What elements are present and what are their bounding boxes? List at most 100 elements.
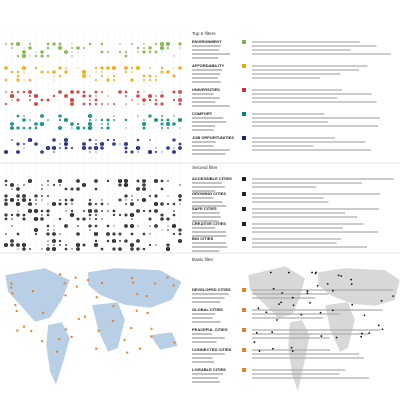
section-title: Second filter bbox=[192, 165, 218, 170]
city-dot bbox=[280, 301, 282, 304]
label-line bbox=[192, 117, 224, 119]
city-marker bbox=[10, 282, 13, 285]
city-dot bbox=[292, 304, 295, 307]
label-line bbox=[192, 125, 216, 127]
city-dot bbox=[351, 303, 354, 306]
city-marker bbox=[123, 338, 126, 341]
city-marker bbox=[166, 276, 169, 279]
city-marker bbox=[138, 347, 141, 350]
label-line bbox=[192, 186, 225, 188]
label-line bbox=[192, 153, 226, 155]
text-line bbox=[252, 97, 338, 99]
label-line bbox=[192, 57, 219, 59]
group-marker bbox=[242, 288, 246, 292]
label-line bbox=[192, 377, 219, 379]
group-marker bbox=[242, 112, 246, 116]
label-line bbox=[192, 321, 221, 323]
label-line bbox=[192, 337, 225, 339]
text-line bbox=[252, 89, 342, 91]
text-line bbox=[252, 297, 316, 299]
text-line bbox=[252, 293, 329, 295]
city-dot bbox=[290, 346, 293, 349]
city-marker bbox=[15, 309, 18, 312]
city-marker bbox=[111, 320, 114, 323]
city-marker bbox=[150, 335, 153, 338]
label-line bbox=[192, 129, 214, 131]
city-dot bbox=[272, 347, 274, 350]
group-marker bbox=[242, 237, 246, 241]
city-marker bbox=[75, 285, 78, 288]
city-dot bbox=[331, 309, 334, 312]
text-line bbox=[252, 149, 372, 151]
group-marker bbox=[242, 192, 246, 196]
text-line bbox=[252, 357, 364, 359]
city-marker bbox=[130, 277, 133, 280]
city-marker bbox=[97, 329, 100, 332]
city-dot bbox=[269, 271, 272, 274]
group-marker bbox=[242, 368, 246, 372]
city-marker bbox=[41, 340, 44, 343]
city-dot bbox=[257, 307, 260, 310]
label-line bbox=[192, 190, 216, 192]
text-line bbox=[252, 45, 377, 47]
label-line bbox=[192, 361, 215, 363]
label-line bbox=[192, 201, 223, 203]
label-line bbox=[192, 242, 227, 244]
city-marker bbox=[58, 338, 61, 341]
label-line bbox=[192, 45, 221, 47]
label-line bbox=[192, 77, 219, 79]
label-line bbox=[192, 313, 216, 315]
label-line bbox=[192, 149, 230, 151]
city-marker bbox=[130, 327, 133, 330]
text-line bbox=[252, 137, 336, 139]
group-title: CONNECTED CITIES bbox=[192, 347, 232, 352]
group-marker bbox=[242, 222, 246, 226]
city-dot bbox=[331, 289, 334, 292]
city-dot bbox=[287, 271, 290, 274]
text-line bbox=[252, 289, 394, 291]
label-line bbox=[192, 250, 220, 252]
label-line bbox=[192, 53, 230, 55]
text-line bbox=[252, 329, 381, 331]
city-dot bbox=[320, 335, 323, 337]
label-line bbox=[192, 381, 220, 383]
group-title: GROWING CITIES bbox=[192, 191, 226, 196]
city-dot bbox=[350, 278, 353, 281]
group-marker bbox=[242, 64, 246, 68]
city-marker bbox=[56, 350, 59, 353]
label-line bbox=[192, 293, 229, 295]
label-line bbox=[192, 182, 223, 184]
text-line bbox=[252, 113, 325, 115]
group-title: AFFORDABILITY bbox=[192, 63, 225, 68]
text-line bbox=[252, 197, 324, 199]
city-marker bbox=[83, 315, 86, 318]
city-dot bbox=[265, 311, 268, 314]
text-line bbox=[252, 178, 394, 180]
text-line bbox=[252, 182, 363, 184]
city-marker bbox=[126, 351, 129, 354]
text-line bbox=[252, 69, 360, 71]
city-marker bbox=[22, 325, 25, 328]
text-line bbox=[252, 309, 383, 311]
label-line bbox=[192, 49, 220, 51]
label-line bbox=[192, 297, 225, 299]
city-dot bbox=[316, 284, 319, 287]
group-marker bbox=[242, 348, 246, 352]
text-line bbox=[252, 337, 330, 339]
city-dot bbox=[258, 350, 261, 352]
city-dot bbox=[253, 341, 256, 344]
group-title: ENVIRONMENT bbox=[192, 39, 222, 44]
text-line bbox=[252, 53, 392, 55]
label-line bbox=[192, 317, 213, 319]
city-dot bbox=[377, 324, 380, 327]
text-line bbox=[252, 373, 340, 375]
label-line bbox=[192, 101, 216, 103]
city-marker bbox=[42, 311, 45, 314]
city-dot bbox=[360, 335, 363, 338]
city-dot bbox=[291, 350, 294, 353]
city-marker bbox=[70, 335, 73, 338]
label-line bbox=[192, 301, 221, 303]
city-dot bbox=[363, 314, 366, 317]
label-line bbox=[192, 333, 213, 335]
city-dot bbox=[350, 283, 353, 286]
